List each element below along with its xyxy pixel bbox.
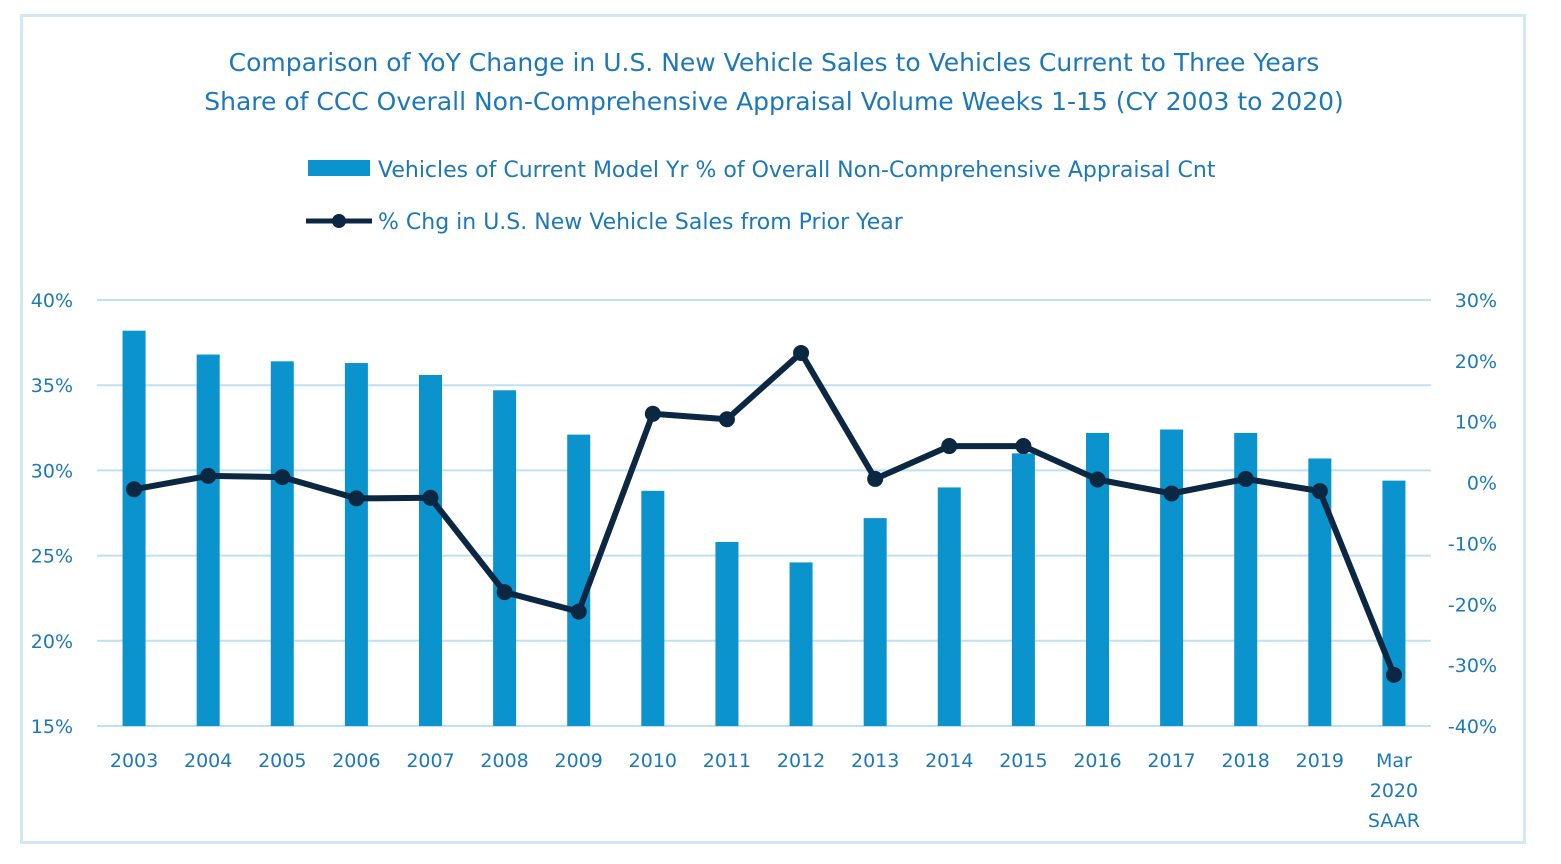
bar (1382, 480, 1406, 726)
x-tick-label: 2004 (184, 750, 232, 772)
x-tick-label: 2017 (1147, 750, 1195, 772)
line-point (422, 489, 439, 506)
bar (715, 541, 739, 726)
line-point (1089, 471, 1106, 488)
left-tick-label: 40% (31, 290, 73, 312)
bar (567, 434, 591, 726)
bar (789, 562, 813, 726)
chart-frame (20, 14, 1526, 844)
line-point (941, 438, 958, 455)
right-tick-label: 30% (1455, 290, 1497, 312)
x-tick-label: 2013 (851, 750, 899, 772)
legend-swatch-marker (332, 214, 346, 228)
left-tick-label: 30% (31, 460, 73, 482)
x-tick-label: 2010 (629, 750, 677, 772)
x-tick-label: 2008 (480, 750, 528, 772)
line-point (200, 467, 217, 484)
left-axis: 15% 20% 25% 30% 35% 40% (31, 290, 73, 738)
x-tick-label: 2006 (332, 750, 380, 772)
line-point (348, 490, 365, 507)
bar (641, 490, 665, 726)
right-tick-label: -30% (1448, 655, 1497, 677)
bar (344, 363, 368, 726)
x-tick-label: 2007 (406, 750, 454, 772)
bar (1011, 453, 1035, 726)
legend-label-line: % Chg in U.S. New Vehicle Sales from Pri… (378, 210, 904, 235)
x-tick-label: 2009 (555, 750, 603, 772)
bar (937, 487, 961, 726)
left-tick-label: 25% (31, 546, 73, 568)
line-point (126, 481, 143, 498)
x-tick-label: Mar 2020 SAAR (1368, 750, 1420, 832)
x-tick-label: 2019 (1296, 750, 1344, 772)
legend-label-bars: Vehicles of Current Model Yr % of Overal… (378, 158, 1216, 183)
bar (270, 361, 294, 726)
right-tick-label: 0% (1467, 473, 1497, 495)
line-point (274, 469, 291, 486)
legend-swatch-bars (308, 160, 370, 176)
x-tick-label: 2018 (1222, 750, 1270, 772)
line-point (718, 411, 735, 428)
bar (419, 374, 442, 726)
title-line-1: Comparison of YoY Change in U.S. New Veh… (229, 48, 1320, 77)
bar (196, 354, 220, 726)
bar (122, 330, 146, 726)
line-point (1015, 438, 1032, 455)
bar (1086, 432, 1109, 726)
left-tick-label: 20% (31, 631, 73, 653)
right-tick-label: -40% (1448, 716, 1497, 738)
line-series (126, 344, 1402, 683)
x-tick-label: 2011 (703, 750, 751, 772)
right-tick-label: -10% (1448, 533, 1497, 555)
right-axis: -40% -30% -20% -10% 0% 10% 20% 30% (1448, 290, 1497, 738)
x-tick-label: 2014 (925, 750, 973, 772)
gridlines (97, 299, 1431, 727)
line-point (570, 603, 587, 620)
right-tick-label: 20% (1455, 351, 1497, 373)
legend: Vehicles of Current Model Yr % of Overal… (306, 158, 1216, 235)
x-axis: 2003 2004 2005 2006 2007 2008 2009 2010 2011 2012… (110, 750, 1420, 832)
bar (863, 518, 887, 726)
line-point (793, 344, 810, 361)
bar (1308, 458, 1332, 726)
line-point (867, 470, 884, 487)
x-tick-label: 2003 (110, 750, 158, 772)
line-point (644, 405, 661, 422)
left-tick-label: 15% (31, 716, 73, 738)
x-tick-label: 2005 (258, 750, 306, 772)
title-line-2: Share of CCC Overall Non-Comprehensive A… (204, 87, 1344, 116)
bar (1234, 432, 1258, 726)
right-tick-label: -20% (1448, 594, 1497, 616)
x-tick-label: 2012 (777, 750, 825, 772)
chart-title: Comparison of YoY Change in U.S. New Veh… (204, 48, 1344, 116)
sales-change-line (131, 349, 1397, 678)
bar (493, 390, 517, 726)
x-tick-label: 2015 (999, 750, 1047, 772)
line-point (496, 584, 513, 601)
line-point (1237, 470, 1254, 487)
line-point (1163, 485, 1180, 502)
right-tick-label: 10% (1455, 412, 1497, 434)
line-point (1311, 483, 1328, 500)
bar (1160, 429, 1184, 726)
x-tick-label: 2016 (1073, 750, 1121, 772)
left-tick-label: 35% (31, 375, 73, 397)
line-point (1385, 666, 1402, 683)
